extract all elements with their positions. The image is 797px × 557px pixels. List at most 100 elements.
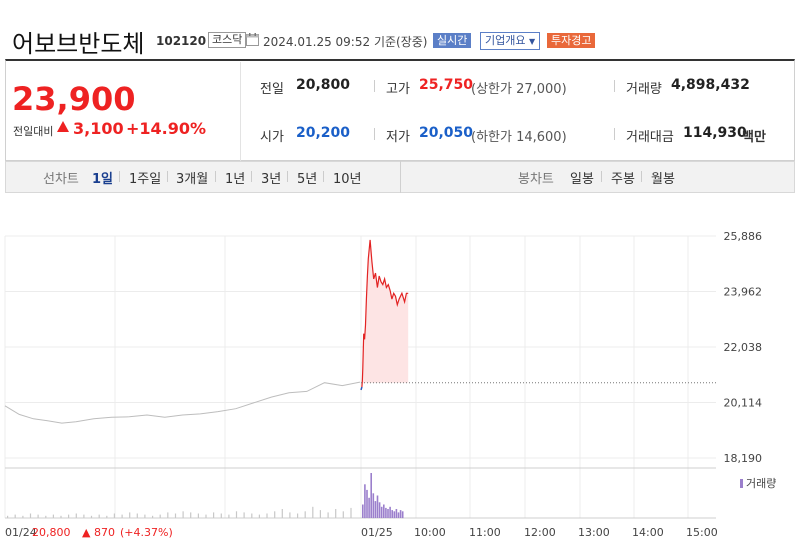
x-tick-label: 12:00 — [524, 526, 556, 539]
volume-bar — [182, 511, 184, 519]
volume-bar — [235, 511, 238, 519]
volume-bar — [251, 513, 253, 518]
volume-bar — [350, 507, 352, 518]
volume-bar — [335, 509, 337, 518]
volume-bar — [393, 511, 396, 519]
volume-bar — [159, 514, 161, 518]
volume-bar — [205, 514, 207, 518]
volume-bar — [266, 513, 268, 518]
volume-bar — [258, 514, 260, 518]
period-tab-1w[interactable]: 1주일 — [129, 172, 162, 187]
summary-sep — [614, 80, 615, 92]
volume-bar — [22, 515, 24, 519]
period-sep — [287, 171, 288, 182]
volume-bar — [397, 512, 400, 518]
period-tab-1y[interactable]: 1년 — [225, 172, 246, 187]
volume-bar — [213, 512, 215, 518]
volume-bar — [7, 515, 9, 519]
period-tab-1d[interactable]: 1일 — [92, 172, 114, 187]
volume-bar — [368, 497, 370, 519]
basis-text: 기준(장중) — [373, 35, 428, 49]
y-tick-label: 25,886 — [724, 230, 763, 243]
prev-day-close: 20,800 — [32, 526, 71, 539]
period-sep — [119, 171, 120, 182]
summary-sep — [374, 128, 375, 140]
candle-tab-daily[interactable]: 일봉 — [570, 172, 594, 187]
line-chart-label[interactable]: 선차트 — [43, 172, 79, 187]
volume-bar — [106, 515, 108, 519]
y-tick-label: 22,038 — [724, 341, 763, 354]
volume-bar — [376, 495, 379, 518]
volume-bar — [364, 484, 366, 519]
prev-day-info: 20,800 ▲ 870 (+4.37%) — [32, 526, 173, 539]
prev-day-price-line — [4, 381, 361, 424]
volume-bar — [389, 506, 391, 519]
volume-bar — [401, 511, 404, 519]
candle-tab-monthly[interactable]: 월봉 — [651, 172, 675, 187]
volume-bar — [395, 509, 398, 518]
today-price-line — [360, 239, 409, 391]
high-value: 25,750 — [419, 77, 474, 93]
volume-bar — [289, 512, 291, 518]
period-sep — [641, 171, 642, 182]
high-label: 고가 — [386, 82, 410, 97]
candle-chart-label[interactable]: 봉차트 — [518, 172, 554, 187]
today-dip-segment — [360, 386, 363, 391]
period-tab-10y[interactable]: 10년 — [333, 172, 362, 187]
volume-bar — [90, 515, 93, 519]
company-overview-dropdown[interactable]: 기업개요 ▼ — [480, 32, 541, 50]
x-tick-label: 13:00 — [578, 526, 610, 539]
company-overview-label: 기업개요 — [485, 34, 526, 47]
volume-bar — [29, 513, 32, 518]
volume-bar — [370, 473, 372, 518]
volume-bar — [197, 513, 199, 518]
current-price: 23,900 — [12, 80, 136, 118]
calendar-icon — [246, 33, 259, 46]
chart-grid — [4, 235, 716, 519]
realtime-button[interactable]: 실시간 — [433, 33, 472, 48]
period-tab-5y[interactable]: 5년 — [297, 172, 318, 187]
volume-bar — [136, 513, 138, 518]
volume-bar — [14, 514, 16, 518]
open-value: 20,200 — [296, 125, 351, 141]
volume-bar — [75, 513, 77, 518]
volume-bar — [281, 509, 283, 518]
period-bar-divider — [400, 161, 401, 193]
volume-bar — [274, 511, 276, 519]
volume-bar — [45, 515, 47, 519]
x-tick-label: 14:00 — [632, 526, 664, 539]
timestamp: 2024.01.25 09:52 기준(장중) — [263, 33, 427, 50]
open-label: 시가 — [260, 130, 284, 145]
period-tab-3m[interactable]: 3개월 — [176, 172, 209, 187]
up-triangle-icon: ▲ — [82, 526, 91, 539]
summary-sep — [614, 128, 615, 140]
period-sep — [601, 171, 602, 182]
amount-value: 114,930 — [683, 125, 747, 141]
volume-bar — [83, 514, 85, 518]
x-axis-ticks: 01/24 01/25 10:00 11:00 12:00 13:00 14:00 15:00 — [5, 526, 718, 539]
volume-bar — [391, 510, 393, 518]
candle-tab-weekly[interactable]: 주봉 — [611, 172, 635, 187]
y-tick-label: 18,190 — [724, 452, 763, 465]
x-tick-label: 10:00 — [414, 526, 446, 539]
y-axis-ticks: 25,886 23,962 22,038 20,114 18,190 — [724, 230, 763, 465]
volume-bar — [228, 514, 230, 518]
prev-day-change: 870 — [94, 526, 115, 539]
volume-bars — [7, 473, 404, 519]
volume-bar — [362, 504, 364, 518]
datetime-text: 2024.01.25 09:52 — [263, 35, 371, 49]
volume-bar — [297, 513, 299, 518]
volume-bar — [113, 513, 115, 518]
summary-divider — [240, 62, 241, 161]
volume-bar — [378, 502, 381, 518]
market-badge: 코스닥 — [208, 32, 247, 48]
volume-bar — [372, 493, 375, 519]
amount-unit: 백만 — [742, 130, 766, 145]
period-tab-3y[interactable]: 3년 — [261, 172, 282, 187]
volume-bar — [374, 501, 377, 518]
change-value: 3,100 — [73, 119, 124, 138]
volume-bar — [98, 514, 100, 518]
investment-warning-badge: 투자경고 — [547, 33, 596, 48]
change-percent: +14.90% — [126, 119, 207, 138]
